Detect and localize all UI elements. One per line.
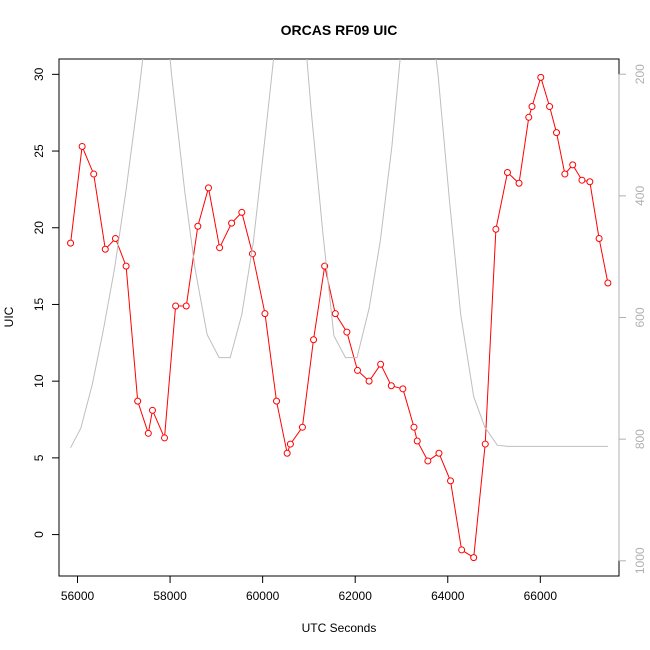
data-point — [67, 239, 75, 247]
data-point — [331, 310, 339, 318]
data-point — [578, 176, 586, 184]
right-axis: 200 400 600 800 1000 — [618, 64, 647, 574]
data-point — [553, 129, 561, 137]
x-tick-label: 64000 — [431, 589, 465, 603]
data-point — [569, 161, 577, 169]
right-tick-label: 400 — [633, 186, 647, 206]
data-point — [546, 103, 554, 111]
x-axis: 56000 58000 60000 62000 64000 66000 — [61, 575, 558, 603]
data-point — [424, 457, 432, 465]
data-point — [528, 103, 536, 111]
data-point — [387, 382, 395, 390]
data-point — [561, 170, 569, 178]
data-point — [111, 234, 119, 242]
data-point — [377, 360, 385, 368]
data-point — [144, 429, 152, 437]
plot-frame — [58, 58, 620, 577]
y-tick-label: 10 — [32, 374, 46, 388]
data-point — [273, 397, 281, 405]
data-point — [310, 336, 318, 344]
right-tick-label: 1000 — [633, 547, 647, 574]
data-point — [435, 449, 443, 457]
chart-title: ORCAS RF09 UIC — [281, 22, 398, 38]
data-point — [586, 178, 594, 186]
data-point — [399, 385, 407, 393]
data-point — [503, 169, 511, 177]
data-point — [90, 170, 98, 178]
data-point — [248, 250, 256, 258]
data-point — [194, 222, 202, 230]
data-point — [537, 73, 545, 81]
data-point — [148, 406, 156, 414]
data-point — [286, 440, 294, 448]
data-point — [228, 219, 236, 227]
data-point — [492, 225, 500, 233]
data-point — [604, 279, 612, 287]
x-axis-label: UTC Seconds — [302, 621, 377, 635]
right-tick-label: 800 — [633, 429, 647, 449]
data-point — [365, 377, 373, 385]
x-tick-label: 58000 — [153, 589, 187, 603]
x-tick-label: 56000 — [61, 589, 95, 603]
series-line-2 — [70, 59, 608, 448]
data-point — [261, 310, 269, 318]
data-point — [161, 434, 169, 442]
data-point — [298, 423, 306, 431]
y-tick-label: 20 — [32, 221, 46, 235]
y-tick-label: 0 — [32, 531, 46, 538]
data-point — [481, 440, 489, 448]
data-point — [595, 234, 603, 242]
data-point — [283, 449, 291, 457]
x-tick-label: 66000 — [524, 589, 558, 603]
data-point — [78, 142, 86, 150]
y-axis-label: UIC — [2, 306, 16, 327]
y-tick-label: 25 — [32, 144, 46, 158]
y-tick-label: 30 — [32, 67, 46, 81]
data-point — [134, 397, 142, 405]
y-tick-label: 5 — [32, 454, 46, 461]
data-point — [413, 437, 421, 445]
data-point — [458, 546, 466, 554]
data-point — [204, 184, 212, 192]
data-point — [172, 302, 180, 310]
x-tick-label: 62000 — [339, 589, 373, 603]
data-point — [343, 328, 351, 336]
data-point — [525, 113, 533, 121]
y-tick-label: 15 — [32, 297, 46, 311]
y-axis: 0 5 10 15 20 25 30 — [32, 67, 60, 538]
data-point — [515, 179, 523, 187]
data-point — [182, 302, 190, 310]
right-tick-label: 200 — [633, 64, 647, 84]
data-point — [101, 245, 109, 253]
data-point — [410, 423, 418, 431]
data-point — [354, 366, 362, 374]
data-point — [122, 262, 130, 270]
data-point — [238, 208, 246, 216]
data-point — [216, 244, 224, 252]
data-point — [470, 554, 478, 562]
right-tick-label: 600 — [633, 307, 647, 327]
plot-area — [67, 59, 612, 562]
series-line-1 — [70, 75, 609, 559]
x-tick-label: 60000 — [246, 589, 280, 603]
data-point — [447, 477, 455, 485]
